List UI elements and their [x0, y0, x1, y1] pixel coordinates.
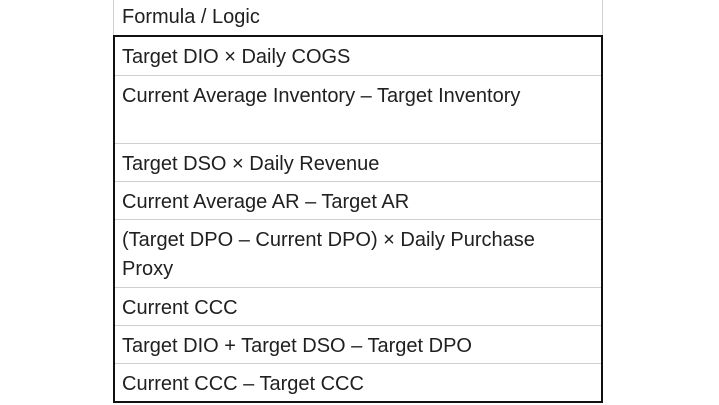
table-row: Current CCC – Target CCC — [115, 363, 601, 401]
table-row: Current CCC — [115, 287, 601, 325]
cell-text: (Target DPO – Current DPO) × Daily Purch… — [122, 229, 535, 280]
cell-text: Target DSO × Daily Revenue — [122, 153, 380, 175]
header-text: Formula / Logic — [122, 6, 260, 28]
table-row: Target DSO × Daily Revenue — [115, 143, 601, 181]
cell-text: Target DIO + Target DSO – Target DPO — [122, 335, 472, 357]
cell-text: Target DIO × Daily COGS — [122, 46, 351, 68]
table-row: Target DIO × Daily COGS — [115, 37, 601, 75]
table-row: Current Average AR – Target AR — [115, 181, 601, 219]
table-row: (Target DPO – Current DPO) × Daily Purch… — [115, 219, 601, 287]
table: Target DIO × Daily COGS Current Average I… — [113, 35, 603, 403]
cell-text: Current Average Inventory – Target Inven… — [122, 85, 521, 107]
table-row: Current Average Inventory – Target Inven… — [115, 75, 601, 143]
cell-text: Current Average AR – Target AR — [122, 191, 410, 213]
table-row: Target DIO + Target DSO – Target DPO — [115, 325, 601, 363]
cell-text: Current CCC – Target CCC — [122, 373, 364, 395]
table-header: Formula / Logic — [113, 0, 603, 35]
cell-text: Current CCC — [122, 297, 238, 319]
